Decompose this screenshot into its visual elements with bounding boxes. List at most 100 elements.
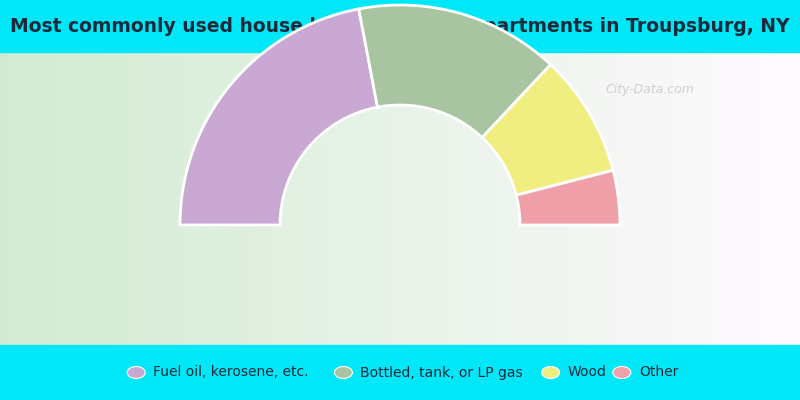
Bar [436,52,441,345]
Bar [180,52,185,345]
Bar [408,52,413,345]
Bar [792,52,797,345]
Bar [396,52,401,345]
Bar [576,52,581,345]
Bar [68,52,73,345]
Bar [304,52,309,345]
Bar [428,52,433,345]
Bar [752,52,757,345]
Bar [544,52,549,345]
Text: Fuel oil, kerosene, etc.: Fuel oil, kerosene, etc. [154,366,309,380]
Bar [708,52,713,345]
Bar [288,52,293,345]
Bar [220,52,225,345]
Bar [360,52,365,345]
Bar [688,52,693,345]
Bar [560,52,565,345]
Bar [332,52,337,345]
Bar [200,52,205,345]
Bar [464,52,469,345]
Wedge shape [482,65,613,195]
Bar [624,52,629,345]
Bar [780,52,785,345]
Bar [36,52,41,345]
Text: Most commonly used house heating fuel in apartments in Troupsburg, NY: Most commonly used house heating fuel in… [10,16,790,36]
Bar [208,52,213,345]
Bar [224,52,229,345]
Bar [192,52,197,345]
Bar [388,52,393,345]
Bar [76,52,81,345]
Bar [308,52,313,345]
Bar [368,52,373,345]
Bar [0,345,800,400]
Bar [372,52,377,345]
Bar [660,52,665,345]
Bar [720,52,725,345]
Bar [128,52,133,345]
Bar [300,52,305,345]
Bar [284,52,289,345]
Bar [424,52,429,345]
Bar [444,52,449,345]
Bar [456,52,461,345]
Bar [616,52,621,345]
Bar [216,52,221,345]
Bar [504,52,509,345]
Bar [24,52,29,345]
Bar [120,52,125,345]
Bar [788,52,793,345]
Bar [44,52,49,345]
Bar [772,52,777,345]
Bar [0,0,800,52]
Bar [492,52,497,345]
Bar [32,52,37,345]
Bar [152,52,157,345]
Bar [196,52,201,345]
Bar [736,52,741,345]
Bar [528,52,533,345]
Wedge shape [180,9,378,225]
Bar [124,52,129,345]
Bar [384,52,389,345]
Bar [228,52,233,345]
Bar [680,52,685,345]
Bar [480,52,485,345]
Bar [112,52,117,345]
Bar [748,52,753,345]
Bar [156,52,161,345]
Bar [448,52,453,345]
Bar [536,52,541,345]
Bar [404,52,409,345]
Text: Wood: Wood [568,366,606,380]
Bar [348,52,353,345]
Bar [108,52,113,345]
Bar [16,52,21,345]
Bar [472,52,477,345]
Bar [100,52,105,345]
Bar [704,52,709,345]
Bar [324,52,329,345]
Bar [344,52,349,345]
Bar [676,52,681,345]
Bar [8,52,13,345]
Bar [652,52,657,345]
Bar [72,52,77,345]
Bar [556,52,561,345]
Bar [488,52,493,345]
Text: City-Data.com: City-Data.com [606,84,694,96]
Bar [312,52,317,345]
Bar [212,52,217,345]
Ellipse shape [542,366,560,378]
Bar [764,52,769,345]
Bar [740,52,745,345]
Bar [96,52,101,345]
Bar [564,52,569,345]
Bar [204,52,209,345]
Bar [80,52,85,345]
Bar [724,52,729,345]
Bar [292,52,297,345]
Ellipse shape [613,366,630,378]
Bar [496,52,501,345]
Wedge shape [516,170,620,225]
